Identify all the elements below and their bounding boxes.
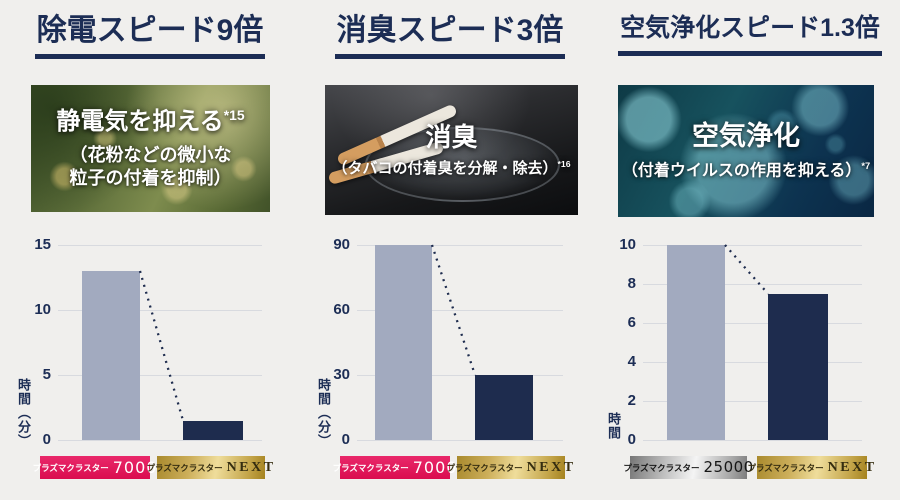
- dotted-connector-line: [138, 270, 185, 421]
- badge-model-label: NEXT: [526, 459, 576, 475]
- footnote-marker: *16: [557, 158, 571, 169]
- photo-subtext-line: （付着ウイルスの作用を抑える）*7: [622, 160, 870, 182]
- chart-gridline: [643, 361, 862, 363]
- y-tick-label: 4: [627, 353, 636, 370]
- badge-model-label: 7000: [412, 457, 458, 477]
- photo-heading-text: 消臭: [425, 121, 478, 152]
- chart-gridline: [643, 439, 862, 441]
- y-tick-label: 0: [627, 431, 636, 448]
- y-axis-label: 時間（分）: [316, 378, 331, 448]
- column-title: 空気浄化スピード1.3倍: [618, 14, 882, 56]
- y-tick-label: 10: [34, 301, 51, 318]
- chart-bar-プラズマクラスターNEXT: [768, 293, 828, 440]
- y-tick-label: 5: [42, 366, 51, 383]
- y-tick-label: 8: [627, 275, 636, 292]
- y-tick-label: 0: [341, 431, 350, 448]
- badge-brand-label: プラズマクラスター: [747, 462, 824, 473]
- badge-brand-label: プラズマクラスター: [146, 462, 223, 473]
- badge-plasmacluster-7000: プラズマクラスター 7000: [333, 456, 456, 479]
- photo-caption: 静電気を抑える*15 （花粉などの微小な 粒子の付着を抑制）: [56, 107, 244, 191]
- y-tick-label: 90: [333, 236, 350, 253]
- cigarette-ashtray-photo: 消臭 （タバコの付着臭を分解・除去）*16: [325, 85, 578, 215]
- photo-heading-text: 静電気を抑える: [56, 107, 224, 135]
- chart-gridline: [357, 439, 563, 441]
- virus-cells-photo: 空気浄化 （付着ウイルスの作用を抑える）*7: [618, 85, 874, 217]
- chart-bar-プラズマクラスター25000: [667, 245, 725, 440]
- photo-subtext: （付着ウイルスの作用を抑える）: [621, 161, 862, 179]
- bar-chart-static-elimination: 時間（分） 0 5 10 15: [0, 236, 300, 448]
- column-title: 消臭スピード3倍: [334, 14, 566, 59]
- column-title: 除電スピード9倍: [34, 14, 266, 59]
- badge-brand-label: プラズマクラスター: [32, 462, 109, 473]
- dotted-connector: [138, 270, 185, 421]
- photo-heading: 消臭: [332, 122, 570, 153]
- column-air-purification: 空気浄化スピード1.3倍 空気浄化 （付着ウイルスの作用を抑える）*7 時間 0…: [600, 0, 900, 500]
- chart-bar-プラズマクラスターNEXT: [183, 420, 243, 440]
- badge-plasmacluster-25000: プラズマクラスター 25000: [623, 456, 753, 479]
- column-title-wrap: 除電スピード9倍: [0, 14, 300, 59]
- pollen-cedar-photo: 静電気を抑える*15 （花粉などの微小な 粒子の付着を抑制）: [31, 85, 270, 212]
- badge-model-label: 7000: [112, 457, 158, 477]
- photo-heading: 空気浄化: [622, 120, 870, 152]
- y-axis-label: 時間（分）: [16, 378, 31, 448]
- badge-plasmacluster-next: プラズマクラスター NEXT: [146, 456, 273, 479]
- chart-gridline: [643, 400, 862, 402]
- photo-subtext: （タバコの付着臭を分解・除去）: [332, 159, 558, 177]
- column-static-elimination: 除電スピード9倍 静電気を抑える*15 （花粉などの微小な 粒子の付着を抑制） …: [0, 0, 300, 500]
- chart-bar-プラズマクラスター7000: [375, 245, 432, 440]
- dotted-connector: [430, 244, 477, 376]
- y-tick-label: 15: [34, 236, 51, 253]
- chart-bar-プラズマクラスターNEXT: [475, 375, 533, 440]
- footnote-marker: *15: [223, 106, 245, 123]
- column-title-wrap: 消臭スピード3倍: [300, 14, 600, 59]
- y-tick-label: 0: [42, 431, 51, 448]
- dotted-connector-line: [724, 244, 769, 295]
- bar-chart-air-purification: 時間 0 2 4 6 8 10: [600, 236, 900, 448]
- badge-plasmacluster-next: プラズマクラスター NEXT: [446, 456, 573, 479]
- badge-brand-label: プラズマクラスター: [623, 462, 700, 473]
- photo-heading: 静電気を抑える*15: [56, 107, 244, 137]
- column-deodorizing: 消臭スピード3倍 消臭 （タバコの付着臭を分解・除去）*16 時間（分） 0 30…: [300, 0, 600, 500]
- bar-chart-deodorizing: 時間（分） 0 30 60 90: [300, 236, 600, 448]
- badge-model-label: NEXT: [827, 459, 877, 475]
- badge-model-label: NEXT: [226, 459, 276, 475]
- y-tick-label: 2: [627, 392, 636, 409]
- photo-subtext-line: （タバコの付着臭を分解・除去）*16: [332, 159, 570, 179]
- chart-gridline: [643, 322, 862, 324]
- y-tick-label: 60: [333, 301, 350, 318]
- badge-model-label: 25000: [703, 458, 754, 476]
- photo-subtext-line: 粒子の付着を抑制）: [69, 167, 232, 188]
- photo-caption: 空気浄化 （付着ウイルスの作用を抑える）*7: [622, 120, 870, 182]
- photo-caption: 消臭 （タバコの付着臭を分解・除去）*16: [332, 122, 570, 179]
- photo-heading-text: 空気浄化: [691, 121, 800, 152]
- badge-plasmacluster-next: プラズマクラスター NEXT: [747, 456, 874, 479]
- chart-bar-プラズマクラスター7000: [82, 271, 140, 440]
- badge-brand-label: プラズマクラスター: [332, 462, 409, 473]
- chart-gridline: [58, 439, 262, 441]
- y-tick-label: 30: [333, 366, 350, 383]
- badge-plasmacluster-7000: プラズマクラスター 7000: [33, 456, 156, 479]
- column-title-wrap: 空気浄化スピード1.3倍: [600, 14, 900, 56]
- photo-subtext-line: （花粉などの微小な: [69, 144, 232, 165]
- badge-brand-label: プラズマクラスター: [446, 462, 523, 473]
- y-tick-label: 6: [627, 314, 636, 331]
- dotted-connector: [724, 244, 769, 295]
- chart-gridline: [58, 244, 262, 246]
- y-axis-label: 時間: [606, 412, 621, 440]
- footnote-marker: *7: [861, 160, 871, 171]
- y-tick-label: 10: [619, 236, 636, 253]
